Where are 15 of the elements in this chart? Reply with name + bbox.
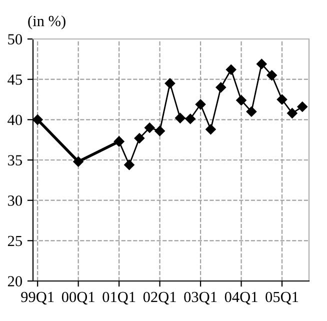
x-tick-label: 00Q1 [62,292,94,304]
y-tick-label: 35 [8,155,22,166]
y-tick-label: 20 [8,276,22,286]
x-tick-label: 04Q1 [224,292,258,304]
x-tick-label: 03Q1 [184,292,217,304]
x-tick-label: 02Q1 [143,292,176,304]
x-tick-label: 01Q1 [102,292,136,304]
y-tick-label: 30 [8,195,22,206]
x-tick-label: 05Q1 [266,292,298,304]
y-tick-label: 40 [8,114,22,126]
x-tick-label: 99Q1 [21,292,54,304]
y-tick-label: 45 [8,74,22,85]
y-axis-title: (in %) [28,15,66,30]
y-tick-label: 50 [8,34,22,44]
y-tick-label: 25 [8,236,22,246]
